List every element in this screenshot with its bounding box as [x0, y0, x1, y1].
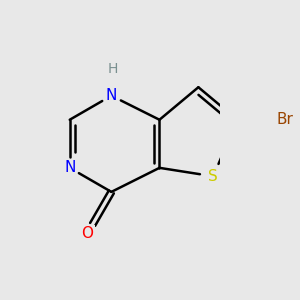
Text: H: H [107, 62, 118, 76]
Text: S: S [208, 169, 218, 184]
Text: Br: Br [277, 112, 294, 127]
Text: O: O [81, 226, 93, 241]
Text: N: N [106, 88, 117, 103]
Text: N: N [64, 160, 75, 175]
